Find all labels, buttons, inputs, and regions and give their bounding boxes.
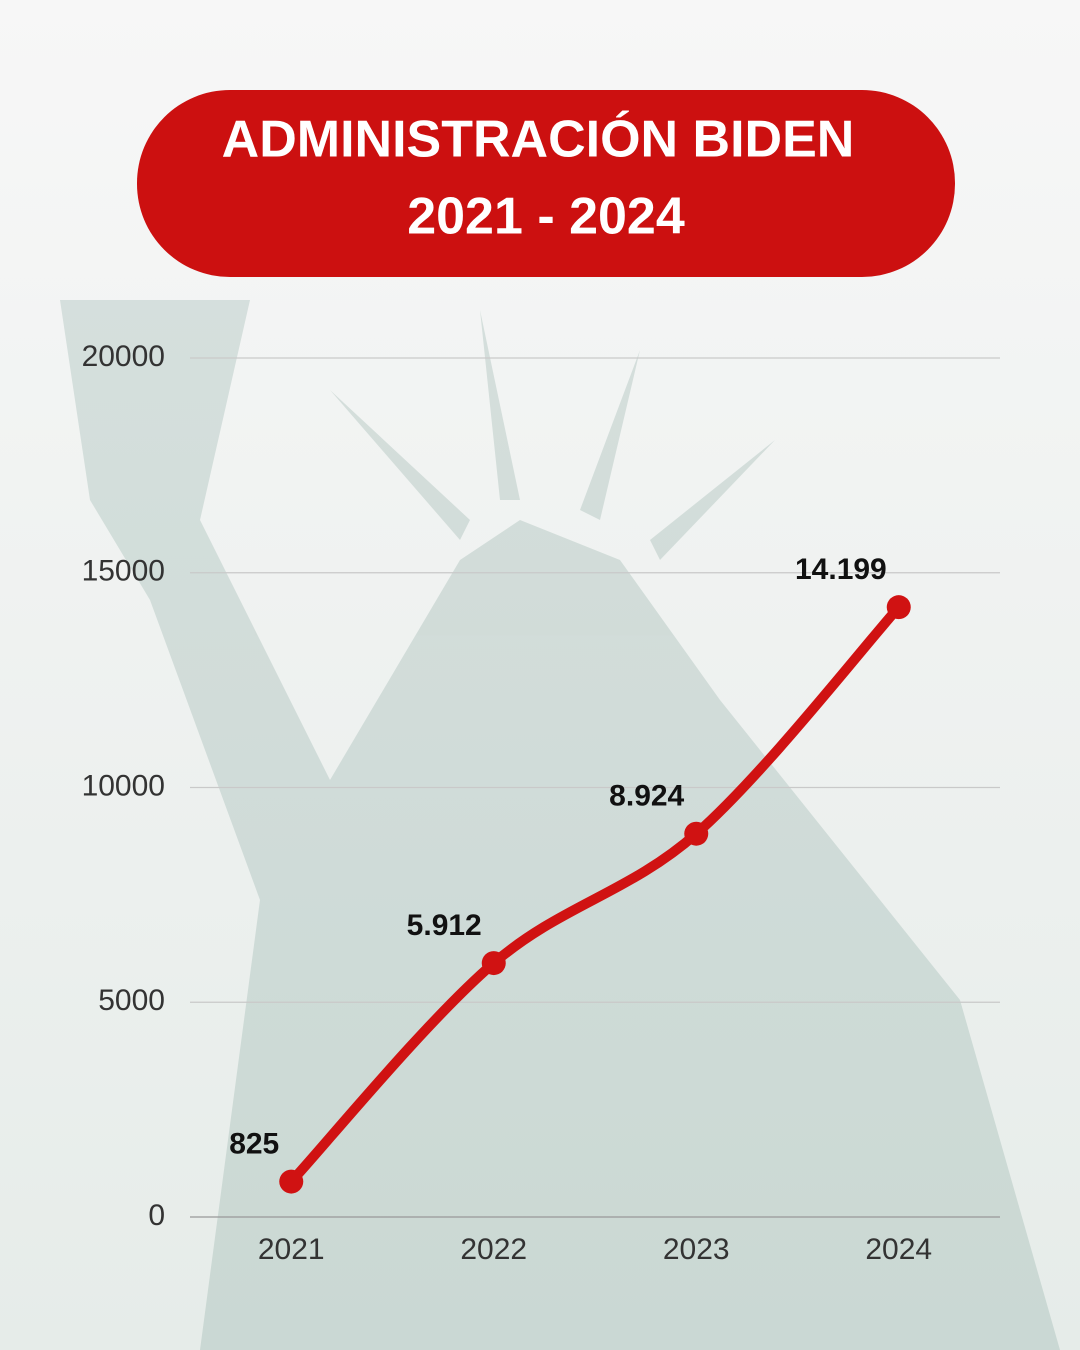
x-tick-label: 2021 <box>258 1233 325 1266</box>
y-tick-label: 0 <box>148 1199 165 1232</box>
y-tick-label: 20000 <box>82 340 165 373</box>
x-tick-label: 2022 <box>460 1233 527 1266</box>
value-label: 5.912 <box>407 909 482 942</box>
point <box>684 821 709 846</box>
x-tick-label: 2024 <box>865 1233 932 1266</box>
x-tick-label: 2023 <box>663 1233 730 1266</box>
y-tick-label: 10000 <box>82 769 165 802</box>
value-label: 825 <box>229 1127 279 1160</box>
y-tick-label: 5000 <box>98 984 165 1017</box>
value-label: 8.924 <box>609 780 684 813</box>
point <box>279 1169 304 1194</box>
line <box>286 602 904 1187</box>
point <box>481 951 506 976</box>
value-label: 14.199 <box>795 553 887 586</box>
point <box>886 595 911 620</box>
chart-title: ADMINISTRACIÓN BIDEN <box>222 111 855 169</box>
title-box <box>137 90 955 277</box>
chart-subtitle: 2021 - 2024 <box>407 188 685 246</box>
y-tick-label: 15000 <box>82 555 165 588</box>
